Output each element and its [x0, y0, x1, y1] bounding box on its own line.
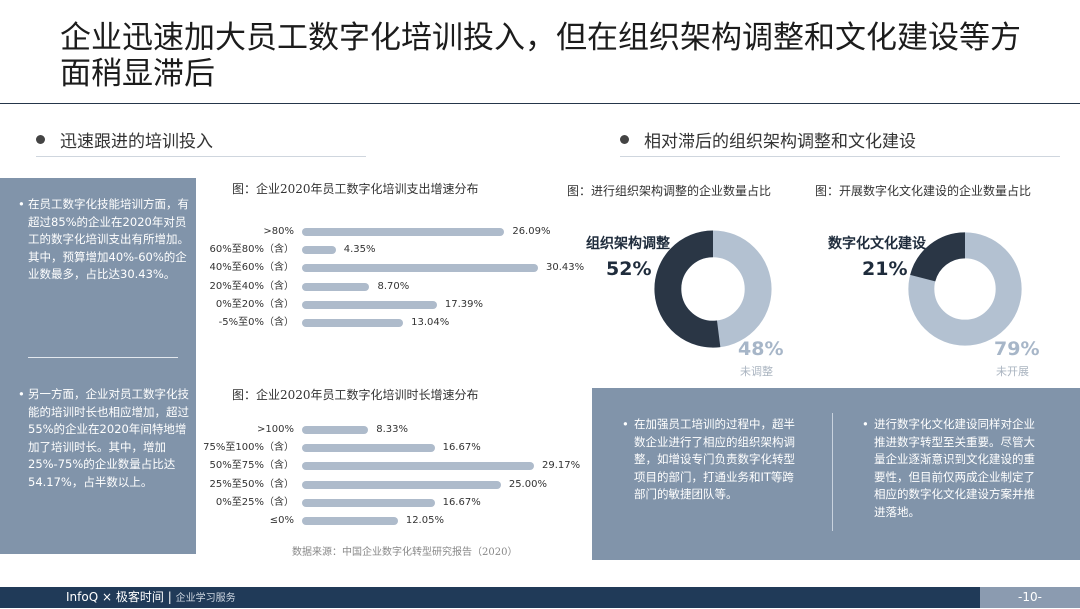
brand-partner: 极客时间: [115, 590, 164, 604]
bar-row: >100% 8.33%: [0, 421, 1080, 439]
bar: [302, 282, 370, 291]
bar: [302, 517, 398, 525]
bar: [302, 462, 534, 471]
donut-slice-main: [910, 232, 966, 283]
brand-infoq: InfoQ: [66, 590, 99, 604]
insight-box: 在加强员工培训的过程中，超半数企业进行了相应的组织架构调整，如增设专门负责数字化…: [592, 388, 1080, 560]
brand-service: 企业学习服务: [175, 593, 236, 604]
footer-brand: InfoQ × 极客时间 | 企业学习服务: [66, 587, 236, 609]
section-label-left: 迅速跟进的培训投入: [60, 131, 213, 152]
donut-caption-culture: 图：开展数字化文化建设的企业数量占比: [815, 184, 1032, 198]
left-sidebar: 在员工数字化技能培训方面，有超过85%的企业在2020年对员工的数字化培训支出有…: [0, 178, 196, 554]
bar-value-label: 13.04%: [411, 317, 450, 328]
bar: [302, 426, 369, 434]
bar-category-label: 40%至60%（含）: [209, 262, 294, 274]
donut-chart-culture: [908, 232, 1022, 346]
donut-slice-main: [654, 230, 721, 348]
bar: [302, 300, 437, 309]
donut-main-pct-org: 52%: [606, 258, 652, 280]
bar-category-label: 20%至40%（含）: [209, 280, 294, 292]
bar-row: 20%至40%（含） 8.70%: [0, 278, 1080, 296]
sidebar-divider: [28, 357, 178, 358]
bar-value-label: 16.67%: [442, 496, 481, 508]
bar-category-label: ≤0%: [269, 515, 294, 526]
bar-row: 50%至75%（含） 29.17%: [0, 457, 1080, 475]
page-number-box: -10-: [980, 587, 1080, 608]
bar-row: -5%至0%（含） 13.04%: [0, 314, 1080, 332]
sidebar-paragraph: 在员工数字化技能培训方面，有超过85%的企业在2020年对员工的数字化培训支出有…: [18, 196, 190, 284]
bar: [302, 319, 404, 327]
bar-value-label: 12.05%: [405, 515, 444, 526]
bar: [302, 444, 435, 453]
donut-rest-pct-culture: 79%: [994, 338, 1040, 360]
insight-paragraph: 进行数字化文化建设同样对企业推进数字转型至关重要。尽管大量企业逐渐意识到文化建设…: [862, 416, 1040, 522]
bar-row: 60%至80%（含） 4.35%: [0, 241, 1080, 259]
footer-bar: InfoQ × 极客时间 | 企业学习服务: [0, 587, 1080, 608]
bar-row: 0%至20%（含） 17.39%: [0, 296, 1080, 314]
bar-row: >80% 26.09%: [0, 223, 1080, 241]
page-title: 企业迅速加大员工数字化培训投入，但在组织架构调整和文化建设等方面稍显滞后: [60, 20, 1021, 92]
section-label-right: 相对滞后的组织架构调整和文化建设: [644, 131, 916, 152]
bar-value-label: 29.17%: [542, 460, 581, 472]
brand-bar: |: [167, 590, 172, 604]
bar-value-label: 26.09%: [512, 226, 551, 237]
bar-value-label: 4.35%: [343, 244, 376, 256]
insight-divider: [832, 413, 833, 531]
bar-category-label: -5%至0%（含）: [218, 317, 294, 328]
bar-category-label: >100%: [257, 424, 294, 435]
bar-category-label: 25%至50%（含）: [209, 478, 294, 490]
bar-value-label: 25.00%: [508, 478, 547, 490]
donut-name-culture: 数字化文化建设: [828, 236, 926, 252]
section-underline-left: [36, 156, 366, 157]
bar: [302, 246, 336, 255]
donut-rest-label-org: 未调整: [740, 365, 773, 378]
bar: [302, 264, 538, 273]
chart-title-duration: 图：企业2020年员工数字化培训时长增速分布: [232, 388, 479, 402]
donut-rest-pct-org: 48%: [738, 338, 784, 360]
bar-value-label: 17.39%: [444, 298, 483, 310]
bar-row: 25%至50%（含） 25.00%: [0, 476, 1080, 494]
donut-caption-org: 图：进行组织架构调整的企业数量占比: [567, 184, 772, 198]
bar: [302, 498, 435, 507]
bar-value-label: 30.43%: [546, 262, 585, 274]
bar-row: 40%至60%（含） 30.43%: [0, 259, 1080, 277]
title-divider: [0, 103, 1080, 104]
donut-chart-org: [654, 230, 772, 348]
bar-category-label: 60%至80%（含）: [209, 244, 294, 256]
bar-category-label: >80%: [263, 226, 294, 237]
bar-row: 75%至100%（含） 16.67%: [0, 439, 1080, 457]
bar-value-label: 8.70%: [377, 280, 410, 292]
bar-category-label: 0%至25%（含）: [215, 496, 294, 508]
insight-paragraph: 在加强员工培训的过程中，超半数企业进行了相应的组织架构调整，如增设专门负责数字化…: [622, 416, 800, 504]
bullet-dot-icon: [36, 134, 45, 144]
sidebar-paragraph: 另一方面，企业对员工数字化技能的培训时长也相应增加，超过55%的企业在2020年…: [18, 386, 190, 492]
bar-category-label: 75%至100%（含）: [203, 442, 294, 454]
bar-category-label: 0%至20%（含）: [215, 298, 294, 310]
page-number: -10-: [1018, 590, 1042, 604]
section-underline-right: [620, 156, 1060, 157]
bullet-dot-icon: [620, 134, 629, 144]
bar-category-label: 50%至75%（含）: [209, 460, 294, 472]
donut-name-org: 组织架构调整: [586, 236, 670, 252]
bar-row: 0%至25%（含） 16.67%: [0, 494, 1080, 512]
chart-title-spending: 图：企业2020年员工数字化培训支出增速分布: [232, 182, 479, 196]
brand-separator: ×: [101, 590, 113, 604]
donut-main-pct-culture: 21%: [862, 258, 908, 280]
bar-value-label: 8.33%: [376, 424, 409, 435]
donut-rest-label-culture: 未开展: [996, 365, 1029, 378]
bar: [302, 228, 505, 236]
section-heading-right: 相对滞后的组织架构调整和文化建设: [620, 126, 916, 152]
bar: [302, 480, 501, 489]
bar-row: ≤0% 12.05%: [0, 512, 1080, 530]
section-heading-left: 迅速跟进的培训投入: [36, 126, 213, 152]
data-source: 数据来源：中国企业数字化转型研究报告（2020）: [292, 547, 518, 558]
bar-value-label: 16.67%: [442, 442, 481, 454]
